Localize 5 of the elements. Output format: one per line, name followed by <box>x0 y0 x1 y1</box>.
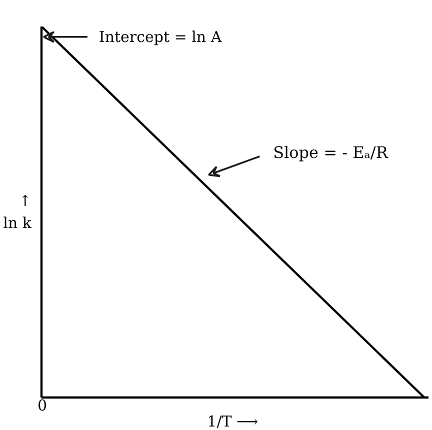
annotation: Slope = - Eₐ/R <box>273 143 389 162</box>
annotation: 0 <box>38 396 48 414</box>
x-axis-title: 1/T ⟶ <box>207 412 258 430</box>
annotation: Intercept = ln A <box>98 28 222 46</box>
y-axis-title: ↑ ln k <box>3 192 32 232</box>
